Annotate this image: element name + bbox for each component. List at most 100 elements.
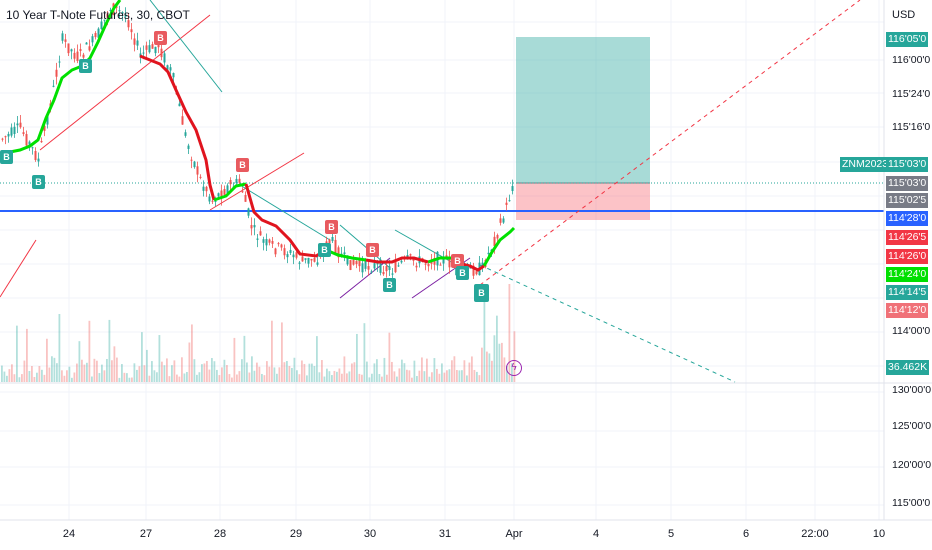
volume-bar (243, 335, 246, 382)
candle-body (331, 237, 334, 242)
volume-bar (506, 365, 508, 382)
candle-body (169, 67, 172, 71)
volume-bar (246, 362, 248, 382)
candle-body (148, 45, 151, 53)
volume-bar (438, 373, 441, 382)
volume-bar (503, 357, 506, 382)
volume-bar (428, 376, 431, 382)
volume-bar (423, 371, 426, 382)
volume-bar (121, 364, 123, 382)
volume-bar (128, 377, 131, 382)
volume-bar (196, 374, 198, 382)
volume-bar (8, 369, 11, 382)
volume-bar (63, 375, 66, 382)
volume-bar (168, 376, 171, 382)
sell-signal-tag[interactable]: B (451, 254, 464, 268)
sell-signal-tag[interactable]: B (325, 220, 338, 234)
flash-icon[interactable]: ϟ (506, 360, 522, 376)
volume-bar (396, 376, 398, 382)
candle-body (298, 262, 301, 264)
candle-body (82, 54, 85, 58)
candle-body (124, 14, 127, 17)
supertrend-up-line (325, 248, 367, 262)
buy-signal-tag[interactable]: B (79, 59, 92, 73)
buy-signal-tag[interactable]: B (456, 266, 469, 280)
candle-body (313, 258, 316, 262)
candle-body (427, 263, 430, 267)
trend-line-red-2[interactable] (0, 239, 37, 298)
volume-bar (468, 362, 471, 382)
volume-bar (61, 370, 63, 382)
trend-line-red-1[interactable] (39, 14, 211, 151)
volume-bar (263, 375, 266, 382)
candle-body (85, 42, 88, 45)
candle-body (196, 166, 199, 175)
trend-line-teal-3[interactable] (339, 257, 391, 299)
volume-bar (148, 375, 151, 382)
trend-line-teal-1[interactable] (149, 0, 223, 93)
buy-signal-tag[interactable]: B (318, 243, 331, 257)
indicator-price-badge: 114'12'0 (886, 303, 929, 318)
candle-body (238, 178, 241, 183)
indicator-price-badge: 114'26'5 (886, 230, 929, 245)
candle-body (28, 141, 31, 145)
candle-body (217, 193, 220, 197)
candle-body (7, 133, 10, 137)
buy-signal-tag[interactable]: B (0, 150, 13, 164)
position-loss-zone[interactable] (516, 183, 650, 220)
volume-bar (253, 370, 256, 382)
volume-bar (371, 373, 373, 382)
candle-body (508, 200, 511, 202)
volume-bar (271, 320, 273, 382)
sell-signal-tag[interactable]: B (236, 158, 249, 172)
trend-line-teal-2[interactable] (239, 184, 331, 241)
volume-bar (453, 356, 456, 382)
volume-bar (436, 368, 438, 382)
buy-signal-tag-latest[interactable]: B (474, 284, 489, 302)
candle-body (106, 13, 109, 18)
candle-body (172, 73, 175, 78)
candle-body (94, 33, 97, 38)
candle-body (154, 46, 157, 54)
trend-line-red-3[interactable] (209, 152, 305, 211)
volume-bar (143, 365, 146, 382)
time-tick: 10 (872, 528, 886, 540)
buy-signal-tag[interactable]: B (383, 278, 396, 292)
volume-bar (368, 377, 371, 382)
chart-grid (0, 0, 884, 520)
supertrend-up-line (482, 226, 516, 267)
trend-line-teal-6[interactable] (394, 229, 463, 269)
volume-bar (256, 362, 258, 382)
sell-signal-tag[interactable]: B (366, 243, 379, 257)
candle-body (97, 28, 100, 38)
volume-bar (153, 370, 156, 382)
volume-bar (173, 360, 176, 382)
candle-body (400, 260, 403, 263)
volume-bar (208, 369, 211, 382)
volume-bar (43, 374, 46, 382)
candle-body (55, 69, 58, 77)
volume-bar (16, 325, 18, 382)
volume-bar (138, 366, 141, 382)
volume-bar (488, 353, 491, 382)
volume-bar (273, 367, 276, 382)
volume-bar (136, 369, 138, 382)
sell-signal-tag[interactable]: B (154, 31, 167, 45)
volume-bar (206, 360, 208, 382)
volume-bar (513, 331, 516, 382)
candle-body (202, 186, 205, 191)
position-profit-zone[interactable] (516, 37, 650, 183)
candle-body (91, 36, 94, 43)
candle-body (283, 248, 286, 256)
volume-bar (31, 366, 33, 382)
buy-signal-tag[interactable]: B (32, 175, 45, 189)
trend-line-up-extension[interactable] (479, 0, 861, 286)
trend-line-down-extension[interactable] (479, 264, 736, 383)
candle-body (475, 271, 478, 275)
volume-bar (141, 332, 143, 382)
candle-body (280, 244, 283, 248)
currency-label[interactable]: USD (892, 9, 916, 21)
symbol-title[interactable]: 10 Year T-Note Futures, 30, CBOT (6, 8, 190, 22)
candle-body (394, 261, 397, 273)
